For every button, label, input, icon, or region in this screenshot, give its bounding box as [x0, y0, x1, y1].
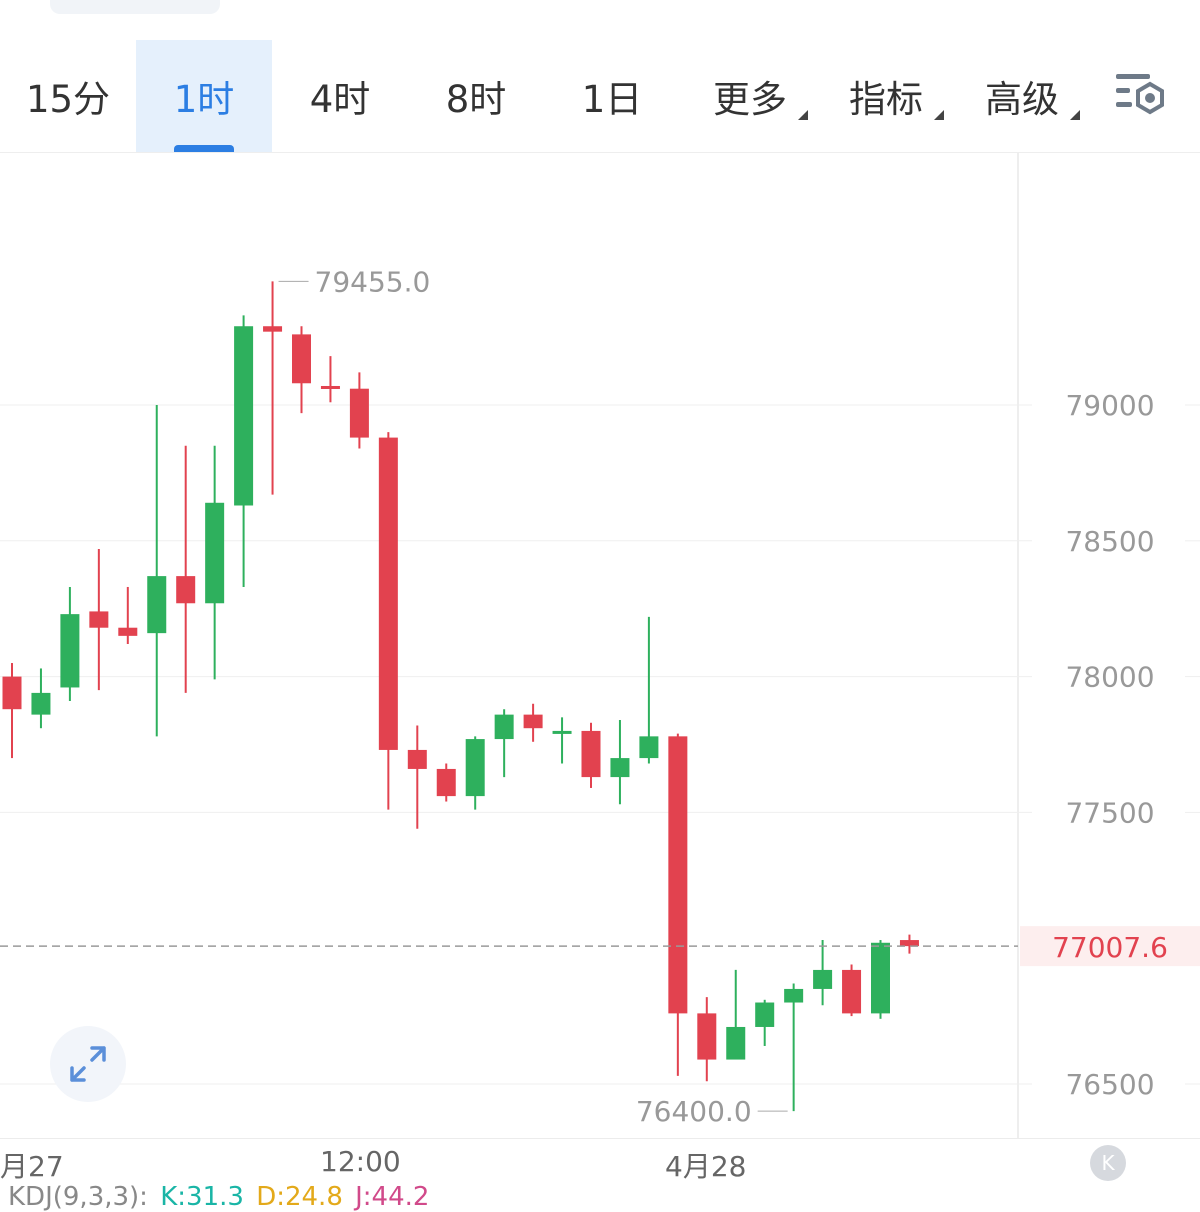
candle-body [234, 326, 254, 506]
max-price-label: 79455.0 [315, 265, 431, 298]
candle-body [176, 576, 196, 604]
current-price-badge [1020, 926, 1200, 967]
active-tab-underline [174, 145, 234, 152]
tab-15min[interactable]: 15分 [25, 78, 111, 121]
tab-advanced[interactable]: 高级 [962, 40, 1082, 152]
candle-body [697, 1013, 717, 1060]
kdj-j-value: J:44.2 [355, 1182, 430, 1212]
candle-body [726, 1026, 746, 1060]
x-label: 月27 [0, 1150, 64, 1183]
kline-toggle-button[interactable]: K [1090, 1145, 1126, 1181]
dropdown-triangle-icon [1070, 110, 1080, 120]
candle-body [378, 437, 398, 750]
candle-body [842, 969, 862, 1014]
candle-body [581, 730, 601, 778]
kdj-indicator-readout: KDJ(9,3,3): K:31.3 D:24.8 J:44.2 [8, 1182, 433, 1212]
candle-body [871, 942, 890, 1014]
current-price-label: 77007.6 [1052, 931, 1168, 964]
x-label: 4月28 [665, 1150, 747, 1183]
min-price-label: 76400.0 [636, 1095, 752, 1128]
chart-canvas: 79000 78500 78000 77500 76500 79455.0 76400.0 7… [0, 153, 1200, 1138]
candle-body [436, 768, 456, 797]
top-search-fragment [50, 0, 220, 14]
candle-body [755, 1002, 775, 1027]
y-tick-label: 78500 [1065, 525, 1154, 558]
candle-body [639, 736, 659, 759]
tab-4h[interactable]: 4时 [309, 78, 371, 121]
candle-body [668, 736, 688, 1014]
candle-body [31, 692, 51, 715]
y-tick-label: 77500 [1065, 796, 1154, 829]
candle-body [552, 730, 572, 734]
interval-toolbar: 15分 1时 4时 8时 1日 更多 指标 高级 [0, 40, 1200, 153]
y-tick-label: 78000 [1065, 661, 1154, 694]
y-tick-label: 76500 [1065, 1068, 1154, 1101]
candle-body [610, 758, 630, 778]
candle-body [89, 611, 109, 628]
chart-settings-icon[interactable] [1112, 70, 1174, 122]
kdj-label: KDJ(9,3,3): [8, 1182, 148, 1212]
kdj-k-value: K:31.3 [160, 1182, 244, 1212]
candle-body [147, 576, 167, 634]
candle-body [523, 714, 543, 729]
expand-arrows-icon [70, 1046, 106, 1082]
candle-body [292, 334, 311, 384]
tab-8h[interactable]: 8时 [445, 78, 507, 121]
candle-body [118, 627, 138, 636]
candle-body [2, 676, 22, 710]
candle-body [60, 614, 80, 688]
dropdown-triangle-icon [934, 110, 944, 120]
candle-body [813, 969, 833, 989]
candlestick-chart[interactable]: 79000 78500 78000 77500 76500 79455.0 76400.0 7… [0, 153, 1200, 1138]
candle-body [320, 385, 340, 389]
candle-body [784, 988, 804, 1003]
candle-body [899, 940, 919, 947]
dropdown-triangle-icon [798, 110, 808, 120]
candle-body [263, 326, 283, 332]
tab-indicators[interactable]: 指标 [826, 40, 946, 152]
y-tick-label: 79000 [1065, 389, 1154, 422]
time-axis: 月27 12:00 4月28 [0, 1138, 1200, 1183]
candle-body [407, 749, 427, 769]
candle-body [349, 388, 369, 438]
tab-1d[interactable]: 1日 [581, 78, 643, 121]
candle-body [205, 502, 225, 604]
tab-1h[interactable]: 1时 [136, 40, 272, 152]
tab-more[interactable]: 更多 [690, 40, 810, 152]
x-label: 12:00 [320, 1145, 401, 1178]
kdj-d-value: D:24.8 [256, 1182, 343, 1212]
candle-body [494, 714, 514, 740]
expand-button[interactable] [50, 1026, 126, 1102]
candle-body [465, 739, 485, 797]
